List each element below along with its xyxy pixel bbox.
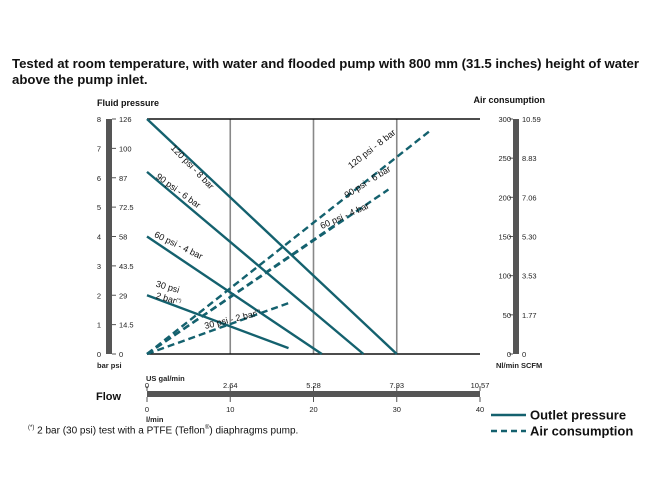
left-bar-tick-label: 5 [97, 203, 101, 212]
right-scfm-tick-label: 8.83 [522, 154, 537, 163]
right-nlmin-tick-label: 200 [498, 193, 511, 202]
right-nlmin-tick-label: 300 [498, 115, 511, 124]
outlet-pressure-line-2 [146, 170, 365, 355]
x-lmin-tick-label: 30 [393, 405, 401, 414]
x-usgal-tick-label: 2.64 [223, 381, 238, 390]
left-bar-tick-label: 1 [97, 321, 101, 330]
right-scfm-tick-label: 10.59 [522, 115, 541, 124]
x-axis-bar [147, 391, 480, 397]
left-axis-title: Fluid pressure [97, 98, 159, 108]
curve-label-2: 90 psi - 6 bar [154, 171, 202, 210]
left-psi-tick-label: 87 [119, 174, 127, 183]
right-nlmin-tick-label: 100 [498, 272, 511, 281]
right-nlmin-tick-label: 50 [503, 311, 511, 320]
x-usgal-tick-label: 7.93 [389, 381, 404, 390]
left-bar-tick-label: 7 [97, 144, 101, 153]
left-axis-bar [106, 119, 112, 354]
left-bar-tick-label: 0 [97, 350, 101, 359]
footnote: (*) 2 bar (30 psi) test with a PTFE (Tef… [28, 425, 298, 436]
right-scfm-tick-label: 7.06 [522, 193, 537, 202]
left-psi-tick-label: 29 [119, 291, 127, 300]
x-lmin-tick-label: 10 [226, 405, 234, 414]
right-nlmin-tick-label: 250 [498, 154, 511, 163]
curve-label-mark: (*) [255, 308, 262, 315]
footnote-text-after: ) diaphragms pump. [209, 425, 299, 437]
legend-label-1: Outlet pressure [530, 408, 626, 423]
left-psi-tick-label: 72.5 [119, 203, 134, 212]
left-psi-tick-label: 126 [119, 115, 132, 124]
x-axis-title: Flow [96, 391, 121, 403]
outlet-pressure-line-4 [146, 294, 289, 350]
left-psi-tick-label: 14.5 [119, 321, 134, 330]
right-scfm-tick-label: 5.30 [522, 233, 537, 242]
right-nlmin-tick-label: 0 [507, 350, 511, 359]
left-bar-tick-label: 8 [97, 115, 101, 124]
left-bar-tick-label: 4 [97, 233, 101, 242]
outlet-pressure-line-1 [146, 118, 398, 355]
air-consumption-line-3 [146, 215, 348, 355]
left-bar-tick-label: 6 [97, 174, 101, 183]
x-usgal-tick-label: 0 [145, 381, 149, 390]
right-scfm-tick-label: 1.77 [522, 311, 537, 320]
x-lmin-tick-label: 0 [145, 405, 149, 414]
air-consumption-line-1 [146, 129, 431, 355]
right-scfm-tick-label: 0 [522, 350, 526, 359]
left-units-label: bar psi [97, 361, 122, 370]
left-bar-tick-label: 2 [97, 291, 101, 300]
curve-label-8: 60 psi - 4 bar [319, 200, 371, 231]
left-psi-tick-label: 58 [119, 233, 127, 242]
left-psi-tick-label: 100 [119, 144, 132, 153]
left-psi-tick-label: 0 [119, 350, 123, 359]
air-consumption-line-4 [146, 301, 289, 356]
footnote-text-before: 2 bar (30 psi) test with a PTFE (Teflon [34, 425, 205, 437]
curve-label-5: 2 bar(*) [155, 290, 183, 307]
curve-label-6: 120 psi - 8 bar [346, 127, 398, 170]
left-psi-tick-label: 43.5 [119, 262, 134, 271]
footnote-mark: (*) [28, 425, 35, 431]
left-bar-tick-label: 3 [97, 262, 101, 271]
right-units-label: Nl/min SCFM [496, 361, 542, 370]
right-nlmin-tick-label: 150 [498, 233, 511, 242]
x-lmin-label: l/min [146, 415, 164, 424]
chart-title: Tested at room temperature, with water a… [12, 56, 639, 87]
x-usgal-tick-label: 5.28 [306, 381, 321, 390]
legend-label-2: Air consumption [530, 424, 633, 439]
right-axis-title: Air consumption [474, 95, 546, 105]
x-usgal-tick-label: 10.57 [471, 381, 490, 390]
x-usgal-label: US gal/min [146, 374, 185, 383]
right-scfm-tick-label: 3.53 [522, 272, 537, 281]
x-lmin-tick-label: 20 [309, 405, 317, 414]
right-axis-bar [513, 119, 519, 354]
x-lmin-tick-label: 40 [476, 405, 484, 414]
registered-mark: ® [204, 425, 210, 431]
curve-label-mark: (*) [175, 297, 182, 304]
